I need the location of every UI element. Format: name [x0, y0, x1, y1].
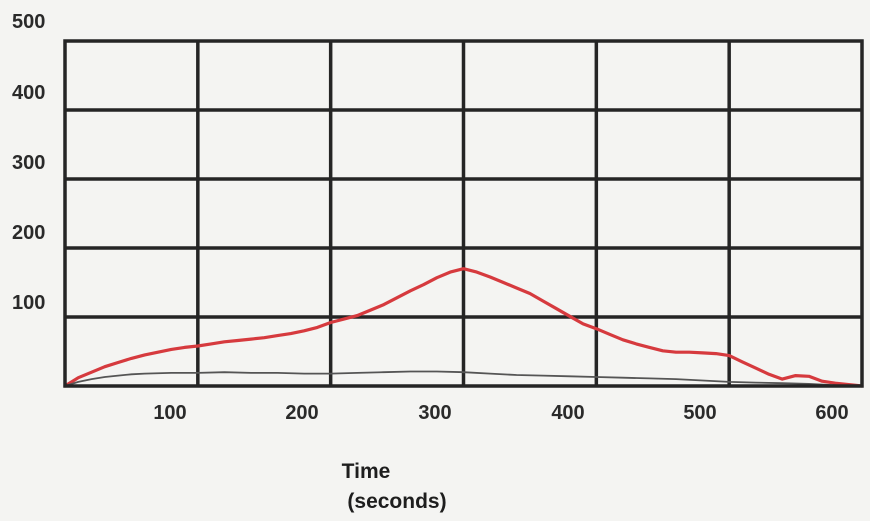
y-tick-label: 500 [12, 11, 45, 33]
x-tick-label: 100 [153, 402, 186, 424]
y-tick-label: 100 [12, 292, 45, 314]
x-tick-label: 400 [551, 402, 584, 424]
gridlines [65, 41, 862, 386]
x-axis-title-line-1: Time [342, 460, 391, 483]
x-tick-label: 500 [683, 402, 716, 424]
gray-series-line [64, 370, 863, 387]
plot-frame [63, 39, 864, 388]
series-lines [63, 267, 864, 388]
y-tick-labels: 100 200 300 400 500 [12, 11, 45, 314]
y-tick-label: 400 [12, 82, 45, 104]
red-series-line [63, 267, 864, 388]
x-tick-label: 600 [815, 402, 848, 424]
x-axis-title-line-2: (seconds) [347, 490, 446, 513]
x-tick-label: 200 [285, 402, 318, 424]
x-tick-label: 300 [418, 402, 451, 424]
y-tick-label: 200 [12, 222, 45, 244]
x-tick-labels: 100 200 300 400 500 600 [153, 402, 848, 424]
y-tick-label: 300 [12, 152, 45, 174]
